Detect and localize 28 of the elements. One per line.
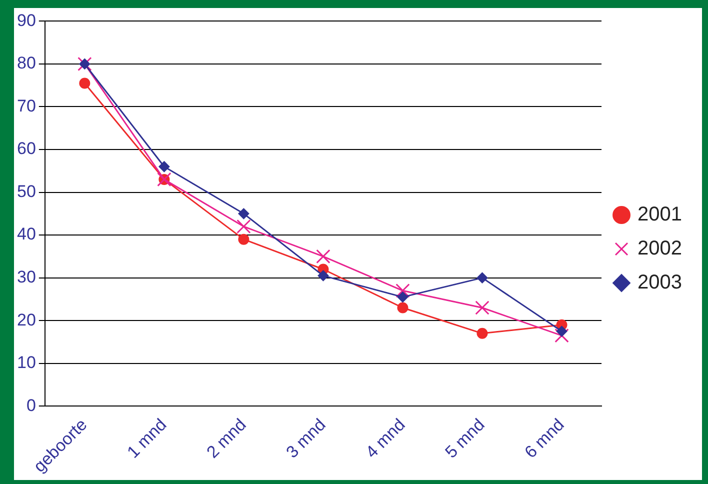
point [554, 328, 569, 343]
y-tick-label: 60 [16, 139, 36, 158]
y-tick-label: 80 [16, 54, 36, 73]
y-tick-label: 10 [16, 353, 36, 372]
point [476, 328, 488, 339]
legend-label: 2001 [638, 204, 682, 226]
point [397, 302, 408, 314]
point [397, 292, 408, 303]
point [238, 234, 250, 245]
y-tick-label: 90 [16, 10, 36, 30]
point [238, 208, 250, 220]
point [476, 272, 488, 284]
y-tick-label: 50 [16, 182, 36, 201]
point [158, 161, 170, 172]
legend-label: 2002 [638, 238, 682, 260]
y-tick-label: 0 [26, 396, 36, 415]
point [316, 249, 330, 264]
y-tick-label: 30 [16, 268, 36, 286]
point [556, 326, 568, 337]
point [79, 78, 90, 89]
point [396, 284, 410, 298]
y-tick-label: 40 [16, 224, 36, 244]
legend-label: 2003 [638, 272, 682, 294]
y-tick-label: 20 [16, 310, 36, 330]
point [318, 270, 329, 282]
point [475, 300, 490, 315]
y-tick-label: 70 [16, 96, 36, 116]
point [236, 219, 251, 234]
